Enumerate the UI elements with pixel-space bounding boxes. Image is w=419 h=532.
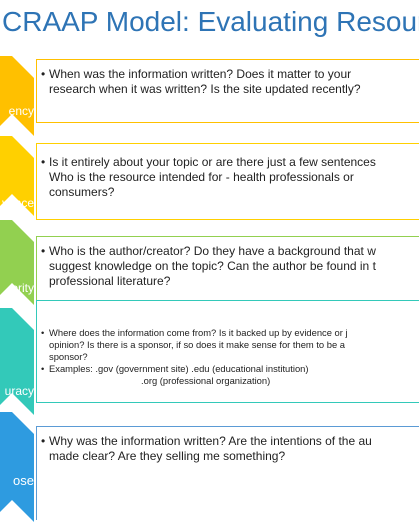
purpose-text-2: made clear? Are they selling me somethin… [49, 449, 286, 463]
relevance-chevron [0, 136, 34, 216]
purpose-box: • Why was the information written? Are th… [36, 426, 419, 520]
currency-label: ency [8, 104, 34, 118]
authority-text-3: professional literature? [49, 274, 171, 288]
bullet-icon: • [41, 327, 45, 338]
relevance-label: vance [1, 196, 34, 210]
row-purpose: ose • Why was the information written? Ar… [0, 412, 419, 522]
accuracy-text-5: .org (professional organization) [141, 375, 271, 386]
page-title: CRAAP Model: Evaluating Resources [2, 6, 419, 37]
row-currency: ency • When was the information written? … [0, 56, 419, 136]
accuracy-text-4: • Examples: .gov (government site) .edu (… [41, 363, 309, 374]
accuracy-text-3: sponsor? [49, 351, 88, 362]
authority-text-1: • Who is the author/creator? Do they have… [41, 244, 376, 258]
bullet-icon: • [41, 155, 46, 169]
bullet-icon: • [41, 434, 46, 448]
relevance-text-2: Who is the resource intended for - healt… [49, 170, 354, 184]
accuracy-box: • Where does the information come from? I… [36, 300, 419, 403]
currency-text-1: • When was the information written? Does … [41, 67, 352, 81]
authority-chevron [0, 220, 34, 305]
relevance-text-3: consumers? [49, 185, 115, 199]
accuracy-text-2: opinion? Is there is a sponsor, if so do… [49, 339, 345, 350]
bullet-icon: • [41, 244, 46, 258]
accuracy-text-1: • Where does the information come from? I… [41, 327, 348, 338]
accuracy-label: uracy [4, 384, 34, 398]
purpose-chevron [0, 412, 34, 522]
authority-text-2: suggest knowledge on the topic? Can the … [49, 259, 376, 273]
authority-box: • Who is the author/creator? Do they have… [36, 236, 419, 308]
currency-text-2: research when it was written? Is the sit… [49, 82, 361, 96]
bullet-icon: • [41, 67, 46, 81]
currency-box: • When was the information written? Does … [36, 59, 419, 123]
row-authority: ority • Who is the author/creator? Do the… [0, 220, 419, 308]
purpose-label: ose [13, 473, 34, 488]
row-relevance: vance • Is it entirely about your topic o… [0, 136, 419, 220]
relevance-text-1: • Is it entirely about your topic or are … [41, 155, 376, 169]
authority-label: ority [11, 281, 34, 295]
purpose-text-1: • Why was the information written? Are th… [41, 434, 372, 448]
accuracy-chevron [0, 308, 34, 415]
row-accuracy: uracy • Where does the information come f… [0, 300, 419, 415]
bullet-icon: • [41, 363, 45, 374]
relevance-box: • Is it entirely about your topic or are … [36, 143, 419, 220]
currency-chevron [0, 56, 34, 136]
